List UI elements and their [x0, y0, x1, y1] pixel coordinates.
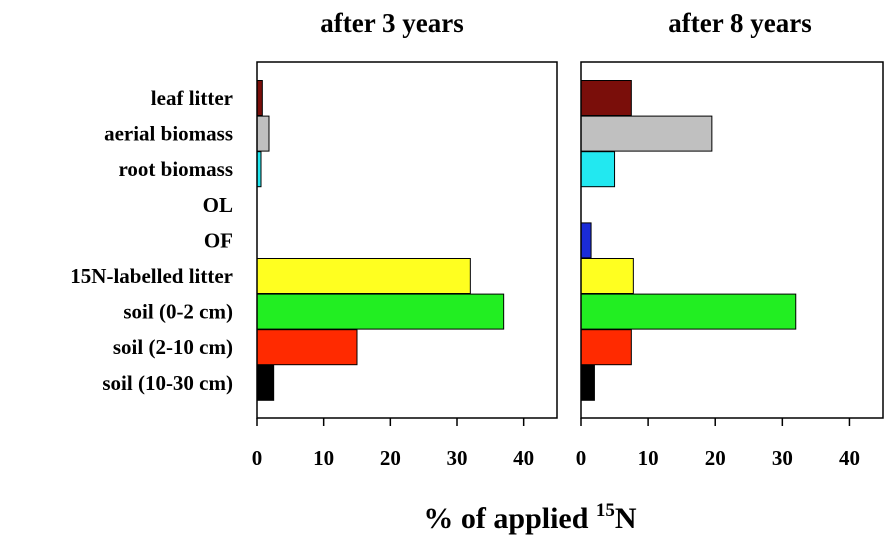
- category-label-15n-labelled-litter: 15N-labelled litter: [70, 264, 233, 288]
- bar-leaf-litter: [580, 80, 632, 116]
- category-label-soil-0-2-cm: soil (0-2 cm): [123, 300, 233, 324]
- x-tick-label: 0: [252, 446, 263, 470]
- category-label-leaf-litter: leaf litter: [151, 86, 233, 110]
- category-label-soil-10-30-cm: soil (10-30 cm): [102, 371, 233, 395]
- x-tick-label: 40: [513, 446, 534, 470]
- bar-aerial-biomass: [256, 115, 270, 152]
- category-labels: leaf litter aerial biomass root biomass OL O…: [70, 86, 233, 395]
- x-tick-label: 30: [447, 446, 468, 470]
- category-label-aerial-biomass: aerial biomass: [104, 122, 233, 146]
- bar-15n-labelled-litter: [256, 258, 471, 294]
- plot-frame: [256, 61, 558, 419]
- panel-title: after 8 years: [668, 8, 811, 38]
- bar-soil-10-30-cm: [256, 364, 275, 401]
- bar-aerial-biomass: [580, 115, 713, 152]
- bar-of: [580, 222, 592, 259]
- bar-soil-2-10-cm: [256, 329, 358, 366]
- bar-root-biomass: [580, 151, 616, 188]
- x-axis-title-main: % of applied: [423, 502, 596, 535]
- category-label-ol: OL: [203, 193, 233, 217]
- category-label-of: OF: [204, 228, 233, 252]
- category-label-soil-2-10-cm: soil (2-10 cm): [113, 335, 233, 359]
- plot-frame: [580, 61, 884, 419]
- x-tick-label: 10: [313, 446, 334, 470]
- bar-soil-0-2-cm: [256, 293, 505, 330]
- x-tick-label: 20: [705, 446, 726, 470]
- x-tick-label: 30: [772, 446, 793, 470]
- x-tick-label: 20: [380, 446, 401, 470]
- bar-leaf-litter: [256, 80, 263, 116]
- bar-soil-0-2-cm: [580, 293, 797, 330]
- x-tick-label: 10: [638, 446, 659, 470]
- panel-after-3-years: after 3 years 0 10 20 30 40: [252, 8, 558, 470]
- category-label-root-biomass: root biomass: [118, 157, 233, 181]
- x-axis-title-end: N: [615, 502, 637, 535]
- panel-after-8-years: after 8 years 0 10 20 30 40: [576, 8, 884, 470]
- x-tick-label: 0: [576, 446, 587, 470]
- bar-soil-10-30-cm: [580, 364, 595, 401]
- x-tick-label: 40: [839, 446, 860, 470]
- x-axis-title: % of applied 15N: [423, 500, 637, 535]
- x-axis-title-superscript: 15: [596, 500, 615, 521]
- bar-15n-labelled-litter: [580, 258, 634, 294]
- bar-soil-2-10-cm: [580, 329, 632, 366]
- panel-title: after 3 years: [320, 8, 463, 38]
